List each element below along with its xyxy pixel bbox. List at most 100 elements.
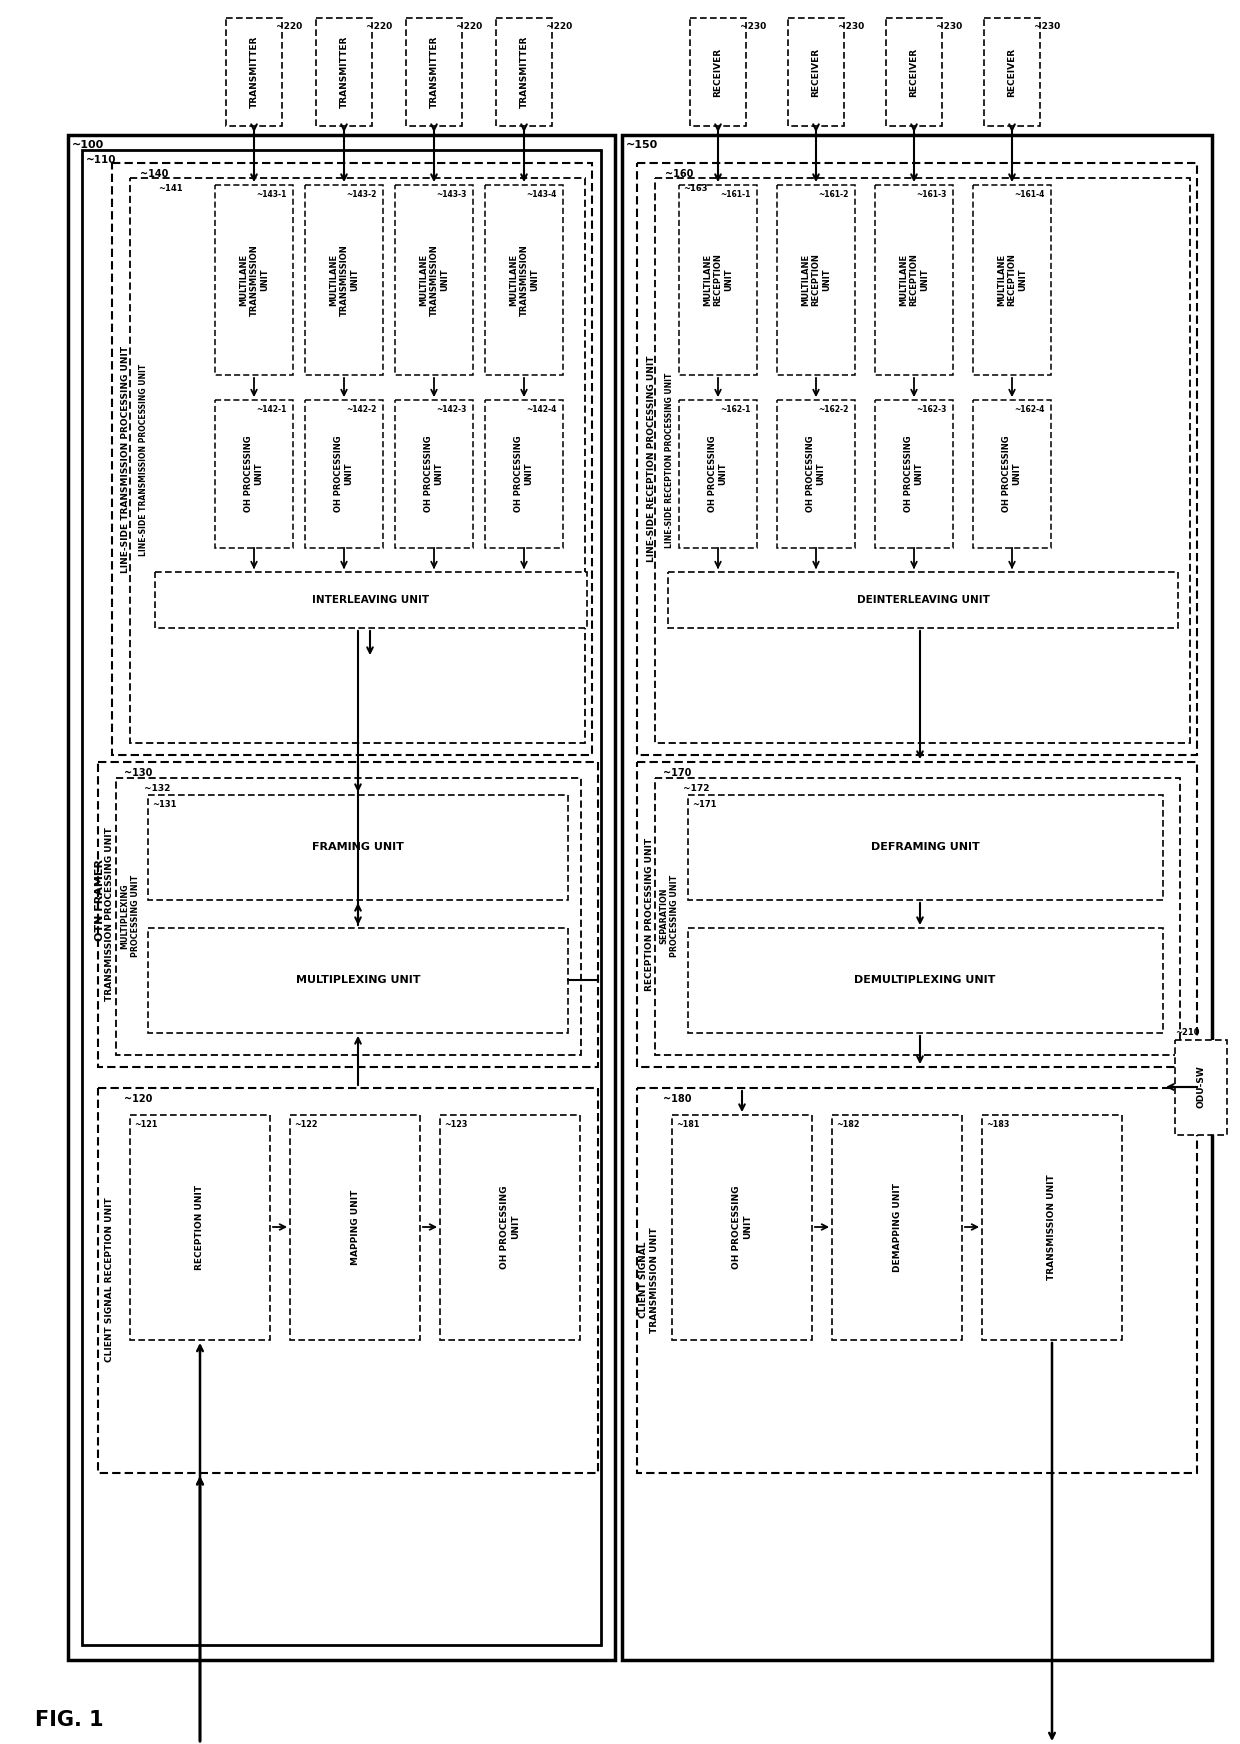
Text: ~220: ~220 xyxy=(366,23,392,31)
Bar xyxy=(875,399,954,548)
Bar xyxy=(405,17,463,126)
Text: ~100: ~100 xyxy=(72,140,104,150)
Text: FIG. 1: FIG. 1 xyxy=(35,1711,104,1730)
Text: OTN FRAMER: OTN FRAMER xyxy=(95,860,105,942)
Bar xyxy=(777,399,856,548)
Text: LINE-SIDE TRANSMISSION PROCESSING UNIT: LINE-SIDE TRANSMISSION PROCESSING UNIT xyxy=(122,345,130,572)
Text: ~161-4: ~161-4 xyxy=(1014,190,1044,199)
Text: ~230: ~230 xyxy=(936,23,962,31)
Text: ~132: ~132 xyxy=(144,785,170,794)
Text: CLIENT SIGNAL
TRANSMISSION UNIT: CLIENT SIGNAL TRANSMISSION UNIT xyxy=(640,1228,658,1332)
Text: MULTILANE
TRANSMISSION
UNIT: MULTILANE TRANSMISSION UNIT xyxy=(419,244,449,316)
Text: TRANSMITTER: TRANSMITTER xyxy=(249,37,258,108)
Text: ~180: ~180 xyxy=(663,1093,692,1104)
Text: ~143-3: ~143-3 xyxy=(436,190,466,199)
Text: SEPARATION
PROCESSING UNIT: SEPARATION PROCESSING UNIT xyxy=(660,875,678,957)
Text: OH PROCESSING
UNIT: OH PROCESSING UNIT xyxy=(904,436,924,513)
Text: ~181: ~181 xyxy=(676,1120,699,1128)
Text: ~110: ~110 xyxy=(86,155,117,166)
Text: ~131: ~131 xyxy=(153,800,176,809)
Text: ~122: ~122 xyxy=(294,1120,317,1128)
Text: TRANSMISSION UNIT: TRANSMISSION UNIT xyxy=(1048,1174,1056,1280)
Text: MULTILANE
TRANSMISSION
UNIT: MULTILANE TRANSMISSION UNIT xyxy=(329,244,358,316)
Text: LINE-SIDE TRANSMISSION PROCESSING UNIT: LINE-SIDE TRANSMISSION PROCESSING UNIT xyxy=(139,364,149,556)
Bar xyxy=(130,178,585,743)
Text: RECEIVER: RECEIVER xyxy=(909,47,919,96)
Text: ~172: ~172 xyxy=(683,785,709,794)
Bar xyxy=(887,17,942,126)
Bar xyxy=(637,1088,1197,1474)
Text: TRANSMITTER: TRANSMITTER xyxy=(340,37,348,108)
Text: ~230: ~230 xyxy=(740,23,766,31)
Text: ~130: ~130 xyxy=(124,767,153,778)
Text: ~142-1: ~142-1 xyxy=(255,405,286,413)
Bar xyxy=(787,17,844,126)
Text: ~162-2: ~162-2 xyxy=(818,405,848,413)
Bar xyxy=(440,1114,580,1339)
Text: RECEIVER: RECEIVER xyxy=(811,47,821,96)
Text: ~143-2: ~143-2 xyxy=(346,190,377,199)
Text: RECEIVER: RECEIVER xyxy=(713,47,723,96)
Text: ~161-3: ~161-3 xyxy=(916,190,946,199)
Text: ~183: ~183 xyxy=(986,1120,1009,1128)
Bar xyxy=(305,185,383,375)
Text: ODU-SW: ODU-SW xyxy=(1197,1066,1205,1109)
Text: LINE-SIDE RECEPTION PROCESSING UNIT: LINE-SIDE RECEPTION PROCESSING UNIT xyxy=(646,356,656,562)
Text: OH PROCESSING
UNIT: OH PROCESSING UNIT xyxy=(1002,436,1022,513)
Text: ~210: ~210 xyxy=(1176,1027,1199,1038)
Text: ~220: ~220 xyxy=(277,23,303,31)
Bar xyxy=(485,185,563,375)
Text: RECEIVER: RECEIVER xyxy=(1007,47,1017,96)
Bar xyxy=(672,1114,812,1339)
Bar xyxy=(680,399,756,548)
Text: ~182: ~182 xyxy=(836,1120,859,1128)
Bar xyxy=(305,399,383,548)
Text: DEMULTIPLEXING UNIT: DEMULTIPLEXING UNIT xyxy=(854,975,996,985)
Text: ~170: ~170 xyxy=(663,767,692,778)
Bar xyxy=(982,1114,1122,1339)
Text: TRANSMISSION PROCESSING UNIT: TRANSMISSION PROCESSING UNIT xyxy=(105,827,114,1001)
Bar xyxy=(973,185,1052,375)
Bar xyxy=(396,185,472,375)
Text: MULTIPLEXING UNIT: MULTIPLEXING UNIT xyxy=(296,975,420,985)
Bar xyxy=(316,17,372,126)
Bar xyxy=(668,572,1178,628)
Bar xyxy=(622,134,1211,1660)
Text: MULTILANE
TRANSMISSION
UNIT: MULTILANE TRANSMISSION UNIT xyxy=(239,244,269,316)
Bar xyxy=(655,778,1180,1055)
Bar xyxy=(117,778,582,1055)
Bar xyxy=(637,162,1197,755)
Text: ~171: ~171 xyxy=(692,800,717,809)
Text: OH PROCESSING
UNIT: OH PROCESSING UNIT xyxy=(515,436,533,513)
Text: ~143-4: ~143-4 xyxy=(526,190,557,199)
Bar xyxy=(688,928,1163,1032)
Text: ~142-3: ~142-3 xyxy=(436,405,466,413)
Text: OH PROCESSING
UNIT: OH PROCESSING UNIT xyxy=(806,436,826,513)
Text: ~163: ~163 xyxy=(683,185,708,194)
Text: ~141: ~141 xyxy=(157,185,182,194)
Text: MULTILANE
RECEPTION
UNIT: MULTILANE RECEPTION UNIT xyxy=(899,253,929,307)
Text: ~230: ~230 xyxy=(838,23,864,31)
Bar xyxy=(290,1114,420,1339)
Text: ~230: ~230 xyxy=(1034,23,1060,31)
Text: TRANSMITTER: TRANSMITTER xyxy=(520,37,528,108)
Text: DEFRAMING UNIT: DEFRAMING UNIT xyxy=(870,842,980,853)
Bar xyxy=(680,185,756,375)
Bar xyxy=(148,928,568,1032)
Text: MULTILANE
TRANSMISSION
UNIT: MULTILANE TRANSMISSION UNIT xyxy=(510,244,539,316)
Text: MULTILANE
RECEPTION
UNIT: MULTILANE RECEPTION UNIT xyxy=(801,253,831,307)
Text: RECEPTION PROCESSING UNIT: RECEPTION PROCESSING UNIT xyxy=(645,837,653,991)
Text: ~123: ~123 xyxy=(444,1120,467,1128)
Text: MAPPING UNIT: MAPPING UNIT xyxy=(351,1189,360,1264)
Text: DEMAPPING UNIT: DEMAPPING UNIT xyxy=(893,1182,901,1271)
Bar xyxy=(1176,1039,1228,1135)
Text: ~162-1: ~162-1 xyxy=(720,405,750,413)
Bar xyxy=(155,572,587,628)
Text: ~143-1: ~143-1 xyxy=(255,190,286,199)
Bar xyxy=(655,178,1190,743)
Text: ~142-4: ~142-4 xyxy=(526,405,557,413)
Bar xyxy=(82,150,601,1645)
Bar xyxy=(777,185,856,375)
Bar xyxy=(226,17,281,126)
Bar xyxy=(689,17,746,126)
